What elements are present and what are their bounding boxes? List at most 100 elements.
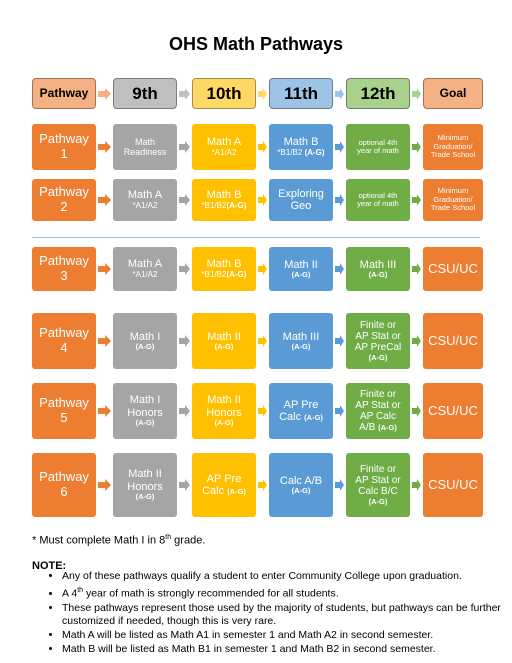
ag-label: (A-G): [214, 418, 234, 428]
course-line: AP Stat or: [355, 475, 401, 487]
p5-goal: CSU/UC: [423, 383, 483, 439]
p1-11th: Math B *B1/B2 (A-G): [269, 124, 333, 170]
arrow-icon: [335, 479, 344, 491]
course-name: Math: [134, 136, 155, 147]
header-10th-label: 10th: [206, 83, 242, 103]
course-line: Honors: [127, 406, 163, 419]
header-12th: 12th: [346, 78, 410, 109]
p3-9th: Math A *A1/A2: [113, 247, 177, 291]
course-name: Math III: [359, 258, 397, 271]
arrow-icon: [335, 141, 344, 153]
course-sub: *A1/A2: [211, 147, 237, 157]
arrow-icon: [98, 194, 111, 206]
course-line: Finite or: [359, 320, 397, 332]
goal-line: CSU/UC: [428, 402, 478, 418]
course-line: AP Pre: [206, 472, 242, 485]
p6-11th: Calc A/B (A-G): [269, 453, 333, 517]
pathway-label: Pathway: [39, 469, 89, 485]
course-line: Calc B/C: [358, 486, 398, 498]
course-line: Honors: [127, 480, 163, 493]
header-10th: 10th: [192, 78, 256, 109]
arrow-icon: [98, 405, 111, 417]
course-line: Calc A/B: [279, 474, 323, 487]
p1-12th: optional 4th year of math: [346, 124, 410, 170]
note-text-end: year of math is strongly recommended for…: [83, 587, 339, 600]
goal-line: Minimum: [437, 133, 469, 143]
footnote-text: * Must complete Math I in 8: [32, 534, 166, 547]
ag-label: (A-G): [226, 200, 247, 210]
goal-line: Trade School: [430, 203, 476, 213]
page-title: OHS Math Pathways: [168, 34, 344, 54]
p2-12th: optional 4th year of math: [346, 179, 410, 221]
header-12th-label: 12th: [360, 83, 396, 103]
arrow-icon: [412, 335, 421, 347]
arrow-icon: [412, 263, 421, 275]
goal-line: Graduation/: [433, 141, 473, 151]
ag-label: (A-G): [291, 341, 311, 351]
course-line: Finite or: [359, 388, 397, 400]
arrow-icon: [412, 141, 421, 153]
ag-label: (A-G): [227, 487, 246, 496]
arrow-icon: [98, 335, 111, 347]
course-name: Math II: [207, 330, 241, 343]
ag-label: (A-G): [291, 269, 311, 279]
note-sup: th: [77, 587, 84, 594]
course-name-2: year of math: [357, 199, 399, 208]
course-sub: *A1/A2: [132, 200, 158, 210]
course-sub: *B1/B2: [277, 147, 303, 157]
course-name: Math A: [127, 258, 163, 271]
p2-10th: Math B *B1/B2(A-G): [192, 179, 256, 221]
ag-label: (A-G): [135, 341, 155, 351]
course-line: Math II: [207, 394, 241, 407]
course-line: Finite or: [359, 464, 397, 476]
pathway-label: Pathway: [39, 184, 89, 200]
course-sub: *B1/B2: [201, 269, 227, 279]
section-divider: [32, 237, 480, 238]
course-line: AP Stat or: [355, 331, 401, 343]
goal-line: Trade School: [430, 150, 476, 160]
course-sub: *B1/B2: [201, 200, 227, 210]
ag-label: (A-G): [368, 269, 388, 279]
pathway-1: Pathway 1: [32, 124, 96, 170]
goal-line: CSU/UC: [428, 476, 478, 492]
course-name: Math A: [206, 136, 242, 149]
arrow-icon: [412, 479, 421, 491]
p6-12th: Finite or AP Stat or Calc B/C (A-G): [346, 453, 410, 517]
p6-9th: Math II Honors (A-G): [113, 453, 177, 517]
p5-10th: Math II Honors (A-G): [192, 383, 256, 439]
p3-10th: Math B *B1/B2(A-G): [192, 247, 256, 291]
pathway-label: Pathway: [39, 131, 89, 147]
arrow-icon: [335, 335, 344, 347]
pathway-4: Pathway 4: [32, 313, 96, 369]
course-line: AP Stat or: [355, 399, 401, 411]
arrow-icon: [98, 263, 111, 275]
header-9th-label: 9th: [132, 83, 158, 103]
arrow-icon: [258, 87, 267, 100]
course-line: Math II: [128, 468, 162, 481]
course-name: optional 4th: [358, 137, 398, 147]
goal-line: CSU/UC: [428, 260, 478, 276]
goal-line: CSU/UC: [428, 332, 478, 348]
course-line: AP Calc: [360, 411, 396, 422]
p4-9th: Math I (A-G): [113, 313, 177, 369]
pathway-number: 5: [60, 410, 68, 425]
p4-goal: CSU/UC: [423, 313, 483, 369]
pathway-number: 3: [60, 268, 68, 283]
course-line: Calc: [202, 485, 225, 497]
course-line: AP PreCal: [354, 342, 402, 354]
course-name-2: year of math: [357, 146, 399, 155]
note-item: Math B will be listed as Math B1 in seme…: [62, 643, 502, 656]
p1-10th: Math A *A1/A2: [192, 124, 256, 170]
arrow-icon: [335, 263, 344, 275]
note-item: A 4th year of math is strongly recommend…: [62, 584, 502, 601]
header-goal: Goal: [423, 78, 483, 109]
ag-label: (A-G): [214, 341, 234, 351]
arrow-icon: [258, 141, 267, 153]
arrow-icon: [179, 479, 190, 491]
arrow-icon: [412, 194, 421, 206]
course-name: Math B: [206, 258, 242, 271]
p4-11th: Math III (A-G): [269, 313, 333, 369]
course-name: Math II: [284, 258, 318, 271]
course-sub: *A1/A2: [132, 269, 158, 279]
p3-12th: Math III (A-G): [346, 247, 410, 291]
